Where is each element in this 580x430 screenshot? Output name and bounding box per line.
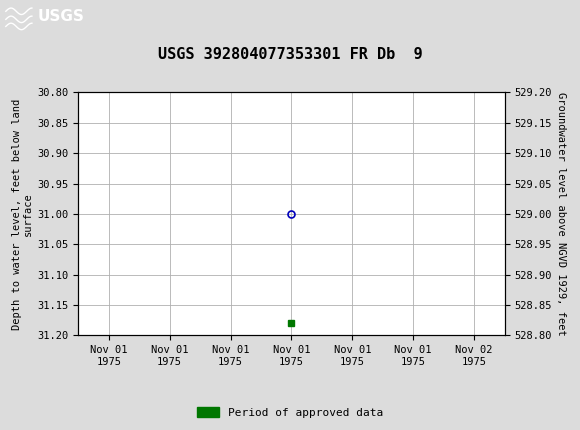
Text: USGS 392804077353301 FR Db  9: USGS 392804077353301 FR Db 9 [158, 47, 422, 62]
Y-axis label: Groundwater level above NGVD 1929, feet: Groundwater level above NGVD 1929, feet [556, 92, 566, 336]
Text: USGS: USGS [38, 9, 85, 24]
Y-axis label: Depth to water level, feet below land
surface: Depth to water level, feet below land su… [12, 98, 33, 329]
Legend: Period of approved data: Period of approved data [193, 403, 387, 422]
